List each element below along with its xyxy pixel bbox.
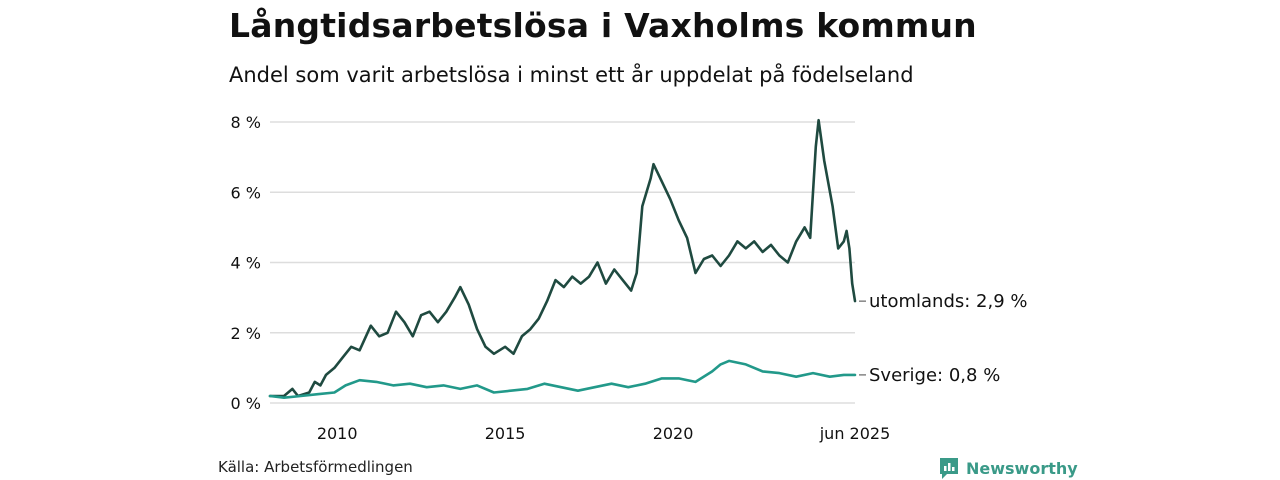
brand-name: Newsworthy (966, 458, 1078, 478)
series-lines (268, 118, 857, 399)
brand-logo: Newsworthy (938, 456, 1078, 480)
newsworthy-icon (940, 458, 958, 479)
y-tick-label: 2 % (231, 324, 261, 343)
x-tick-label: 2020 (653, 424, 694, 443)
source-note: Källa: Arbetsförmedlingen (218, 458, 413, 476)
gridlines (270, 121, 855, 404)
x-tick-label: 2010 (317, 424, 358, 443)
y-axis-ticks: 0 % 2 % 4 % 6 % 8 % (231, 113, 261, 413)
x-axis-ticks: 2010 2015 2020 jun 2025 (317, 424, 890, 443)
series-line-utomlands (268, 118, 857, 398)
chart-subtitle: Andel som varit arbetslösa i minst ett å… (229, 63, 914, 87)
y-tick-label: 4 % (231, 254, 261, 273)
y-tick-label: 0 % (231, 394, 261, 413)
series-line-sverige (268, 359, 857, 399)
chart-title: Långtidsarbetslösa i Vaxholms kommun (229, 6, 977, 45)
x-tick-label: 2015 (485, 424, 526, 443)
y-tick-label: 8 % (231, 113, 261, 132)
x-tick-label: jun 2025 (819, 424, 891, 443)
y-tick-label: 6 % (231, 183, 261, 202)
end-label-sverige: Sverige: 0,8 % (869, 365, 1000, 386)
end-label-utomlands: utomlands: 2,9 % (869, 291, 1028, 312)
end-labels: utomlands: 2,9 % Sverige: 0,8 % (859, 291, 1028, 386)
